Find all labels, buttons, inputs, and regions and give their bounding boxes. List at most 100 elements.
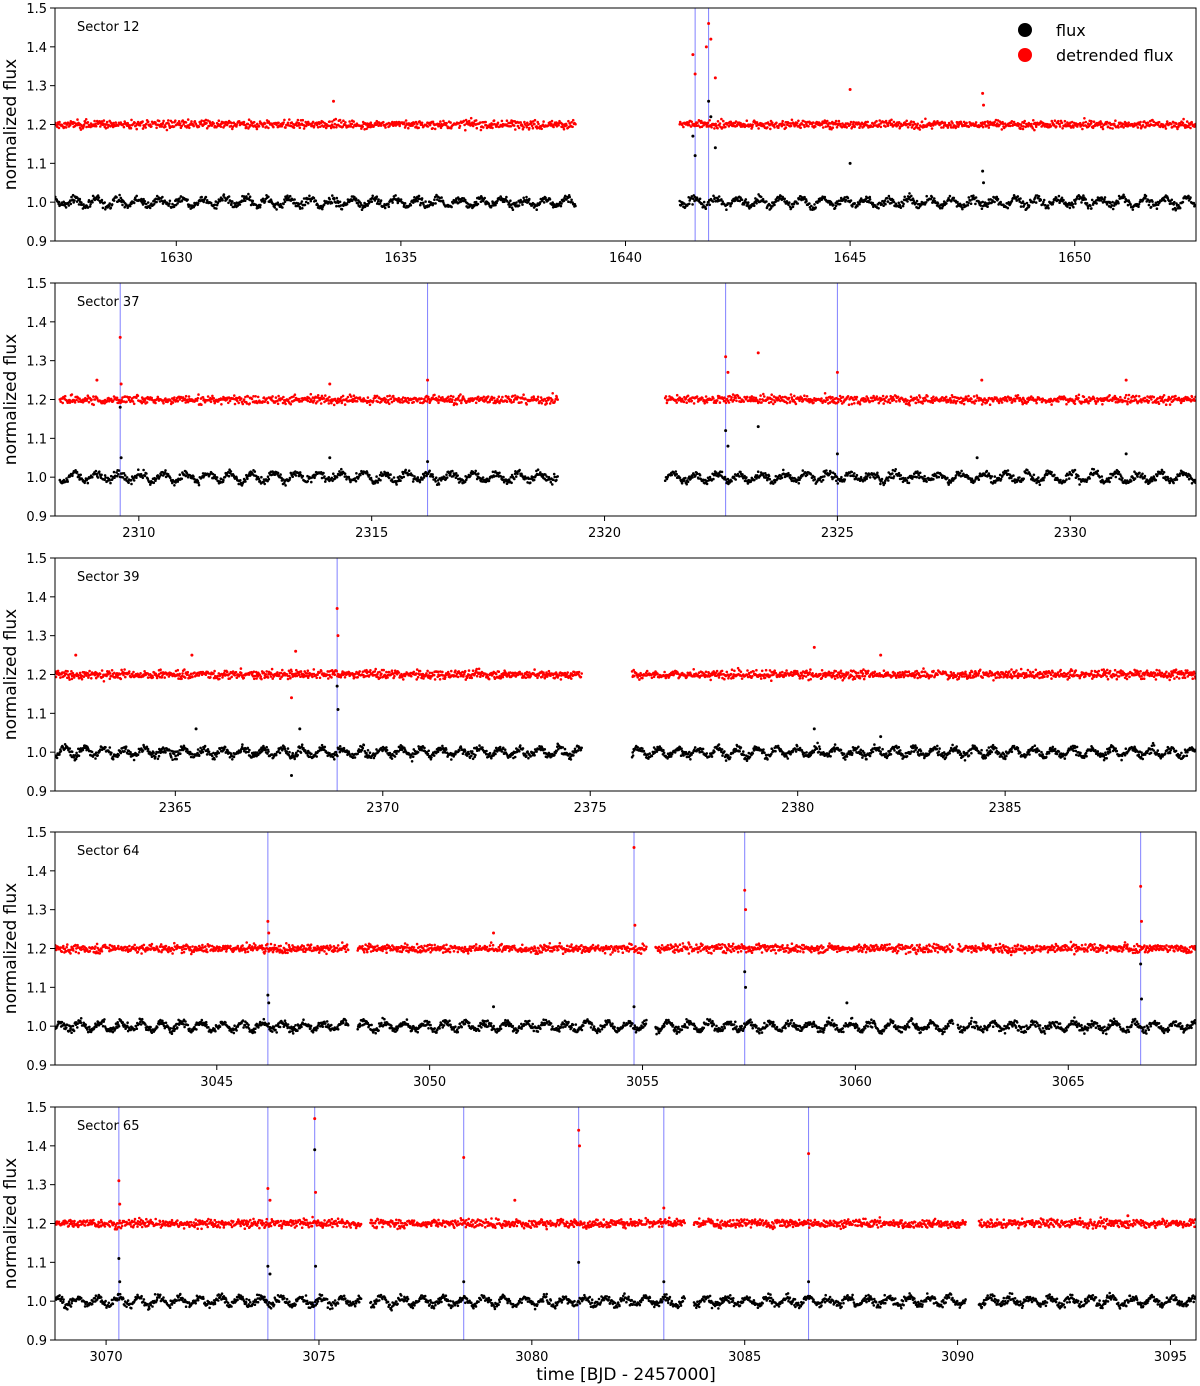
flux-point (118, 1280, 122, 1284)
y-tick-label: 1.1 (26, 432, 47, 447)
flux-point (492, 1005, 496, 1009)
detrended-flux-point (118, 335, 122, 339)
detrended-flux-point (74, 653, 78, 657)
panel-sector-39: 0.9 1.0 1.1 1.2 1.3 1.4 1.5 2365 2370 2375 2380 238… (1, 552, 1197, 816)
flux-point (835, 452, 839, 456)
y-axis-label: normalized flux (1, 609, 21, 740)
detrended-flux-point (119, 382, 123, 386)
detrended-flux-point (835, 370, 839, 374)
y-tick-label: 1.0 (26, 1295, 47, 1310)
flux-series (55, 1016, 1196, 1036)
detrended-flux-point (266, 1187, 270, 1191)
y-tick-label: 1.2 (26, 669, 47, 684)
y-tick-label: 1.4 (26, 865, 47, 880)
y-axis-label: normalized flux (1, 883, 21, 1014)
y-tick-label: 1.3 (26, 80, 47, 95)
flux-point (693, 154, 697, 158)
flux-point (117, 1256, 121, 1260)
flux-point (981, 169, 985, 173)
detrended-flux-point (633, 923, 637, 927)
flux-point (426, 460, 430, 464)
x-tick-label: 1635 (384, 251, 417, 266)
detrended-flux-point (289, 696, 293, 700)
x-tick-label: 3060 (839, 1075, 872, 1090)
y-tick-label: 1.4 (26, 1140, 47, 1155)
x-axis-label: time [BJD - 2457000] (536, 1365, 716, 1385)
flux-point (662, 1280, 666, 1284)
x-tick-label: 2385 (989, 801, 1022, 816)
y-tick-label: 1.0 (26, 746, 47, 761)
detrended-flux-point (118, 1202, 122, 1206)
detrended-flux-point (268, 1198, 272, 1202)
y-tick-label: 1.4 (26, 316, 47, 331)
flux-point (848, 161, 852, 165)
y-tick-label: 1.0 (26, 196, 47, 211)
y-tick-label: 1.5 (26, 826, 47, 841)
y-tick-label: 0.9 (26, 1334, 47, 1349)
detrended-flux-series (55, 940, 1196, 957)
detrended-flux-point (743, 888, 747, 892)
y-tick-label: 1.0 (26, 471, 47, 486)
y-tick-label: 1.3 (26, 630, 47, 645)
flux-point (743, 970, 747, 974)
x-tick-label: 3050 (413, 1075, 446, 1090)
detrended-flux-point (328, 382, 332, 386)
detrended-flux-point (513, 1198, 517, 1202)
x-tick-label: 3085 (728, 1350, 761, 1365)
detrended-flux-series (58, 392, 1196, 407)
detrended-flux-point (691, 53, 695, 57)
panel-sector-12: 0.9 1.0 1.1 1.2 1.3 1.4 1.5 1630 1635 1640 1645 165… (1, 2, 1197, 266)
y-tick-label: 1.5 (26, 552, 47, 567)
flux-point (335, 684, 339, 688)
x-tick-label: 2315 (355, 526, 388, 541)
flux-point (314, 1264, 318, 1268)
flux-point (313, 1148, 317, 1152)
x-tick-label: 1650 (1058, 251, 1091, 266)
y-axis-label: normalized flux (1, 1158, 21, 1289)
y-tick-label: 1.4 (26, 41, 47, 56)
flux-point (709, 115, 713, 119)
flux-point (118, 405, 122, 409)
flux-point (289, 773, 293, 777)
legend-marker-detrended (1018, 48, 1032, 62)
detrended-flux-point (693, 72, 697, 76)
detrended-flux-point (1126, 1214, 1130, 1218)
flux-point (879, 735, 883, 739)
flux-point (975, 456, 979, 460)
detrended-flux-point (709, 37, 713, 41)
detrended-flux-point (1140, 919, 1144, 923)
y-axis-label: normalized flux (1, 59, 21, 190)
detrended-flux-point (807, 1152, 811, 1156)
detrended-flux-point (314, 1190, 318, 1194)
x-tick-label: 2365 (159, 801, 192, 816)
detrended-flux-point (426, 378, 430, 382)
flux-point (807, 1280, 811, 1284)
flux-point (632, 1005, 636, 1009)
detrended-flux-point (662, 1206, 666, 1210)
sector-label: Sector 39 (77, 570, 139, 585)
x-tick-label: 3075 (302, 1350, 335, 1365)
flux-point (1139, 962, 1143, 966)
y-tick-label: 0.9 (26, 1059, 47, 1074)
y-tick-label: 1.1 (26, 157, 47, 172)
detrended-flux-point (117, 1179, 121, 1183)
detrended-flux-point (578, 1144, 582, 1148)
plot-area (55, 8, 1196, 241)
x-tick-label: 3045 (200, 1075, 233, 1090)
x-tick-label: 1640 (609, 251, 642, 266)
panel-sector-37: 0.9 1.0 1.1 1.2 1.3 1.4 1.5 2310 2315 2320 2325 233… (1, 277, 1197, 541)
detrended-flux-point (267, 931, 271, 935)
x-tick-label: 2370 (366, 801, 399, 816)
flux-point (577, 1260, 581, 1264)
detrended-flux-point (190, 653, 194, 657)
detrended-flux-point (1124, 378, 1128, 382)
detrended-flux-point (848, 88, 852, 92)
flux-point (744, 985, 748, 989)
flux-point (298, 727, 302, 731)
sector-label: Sector 12 (77, 20, 139, 35)
x-tick-label: 2375 (574, 801, 607, 816)
detrended-flux-point (981, 91, 985, 95)
detrended-flux-point (332, 99, 336, 103)
